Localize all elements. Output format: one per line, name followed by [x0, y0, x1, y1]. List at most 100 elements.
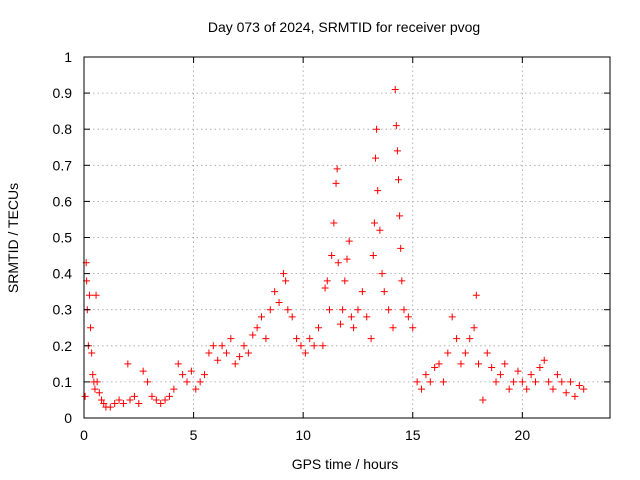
data-point — [536, 363, 544, 371]
y-axis-label: SRMTID / TECUs — [5, 183, 21, 293]
data-point — [92, 291, 100, 299]
data-point — [444, 349, 452, 357]
data-point — [279, 270, 287, 278]
data-point — [236, 353, 244, 361]
data-point — [558, 378, 566, 386]
data-point — [209, 342, 217, 350]
data-point — [240, 342, 248, 350]
data-point — [354, 306, 362, 314]
data-point — [553, 371, 561, 379]
data-point — [448, 313, 456, 321]
data-point — [174, 360, 182, 368]
data-point — [466, 335, 474, 343]
y-tick-label: 0 — [64, 410, 72, 426]
data-point — [350, 324, 358, 332]
data-point — [426, 378, 434, 386]
data-point — [336, 320, 344, 328]
data-point — [453, 335, 461, 343]
data-point — [332, 179, 340, 187]
data-point — [196, 378, 204, 386]
data-point — [580, 385, 588, 393]
data-point — [527, 371, 535, 379]
data-point — [323, 277, 331, 285]
data-point — [98, 396, 106, 404]
data-point — [205, 349, 213, 357]
data-point — [88, 349, 96, 357]
data-point — [376, 226, 384, 234]
data-point — [567, 378, 575, 386]
data-point — [119, 400, 127, 408]
data-point — [418, 385, 426, 393]
data-point — [341, 277, 349, 285]
data-point — [343, 255, 351, 263]
data-point — [139, 367, 147, 375]
data-point — [475, 360, 482, 368]
data-point — [523, 385, 531, 393]
data-point — [501, 360, 509, 368]
data-point — [306, 335, 314, 343]
data-point — [347, 313, 355, 321]
data-point — [124, 360, 132, 368]
y-tick-label: 0.7 — [53, 157, 73, 173]
plot-frame — [83, 56, 611, 419]
data-point — [319, 342, 327, 350]
data-point — [328, 252, 336, 260]
y-tick-label: 0.4 — [53, 266, 73, 282]
data-point — [479, 396, 487, 404]
data-point — [301, 349, 309, 357]
y-tick-label: 0.2 — [53, 338, 73, 354]
data-point — [400, 306, 408, 314]
data-point — [231, 360, 239, 368]
data-point — [397, 244, 405, 252]
data-point — [266, 306, 274, 314]
data-point — [93, 378, 101, 386]
data-point — [374, 187, 382, 195]
data-point — [334, 259, 342, 267]
data-point — [297, 342, 305, 350]
x-axis-label: GPS time / hours — [292, 456, 399, 472]
data-point — [505, 385, 513, 393]
data-point — [470, 324, 478, 332]
grid — [84, 57, 610, 418]
data-point — [488, 363, 496, 371]
y-tick-label: 0.1 — [53, 374, 73, 390]
data-point — [144, 378, 152, 386]
data-point — [571, 392, 579, 400]
data-point — [380, 288, 388, 296]
x-tick-label: 10 — [295, 427, 311, 443]
data-point — [392, 122, 400, 130]
data-point — [396, 212, 404, 220]
data-points — [81, 85, 588, 411]
data-point — [87, 324, 95, 332]
data-point — [371, 154, 379, 162]
data-point — [496, 371, 504, 379]
data-point — [370, 219, 378, 227]
data-point — [358, 288, 366, 296]
data-point — [130, 392, 138, 400]
data-point — [170, 385, 178, 393]
data-point — [201, 371, 209, 379]
data-point — [373, 125, 381, 133]
data-point — [271, 288, 279, 296]
data-point — [284, 306, 292, 314]
data-point — [339, 306, 347, 314]
data-point — [100, 400, 108, 408]
data-point — [461, 349, 469, 357]
data-point — [333, 165, 341, 173]
data-point — [409, 324, 417, 332]
y-tick-label: 0.9 — [53, 85, 73, 101]
data-point — [282, 277, 290, 285]
data-point — [321, 284, 329, 292]
data-point — [258, 313, 266, 321]
data-point — [395, 176, 403, 184]
data-point — [518, 378, 526, 386]
data-point — [531, 378, 539, 386]
data-point — [218, 342, 226, 350]
axis-ticks — [83, 56, 610, 419]
data-point — [492, 378, 500, 386]
data-point — [148, 392, 156, 400]
data-point — [85, 291, 93, 299]
data-point — [106, 403, 114, 411]
data-point — [422, 371, 430, 379]
